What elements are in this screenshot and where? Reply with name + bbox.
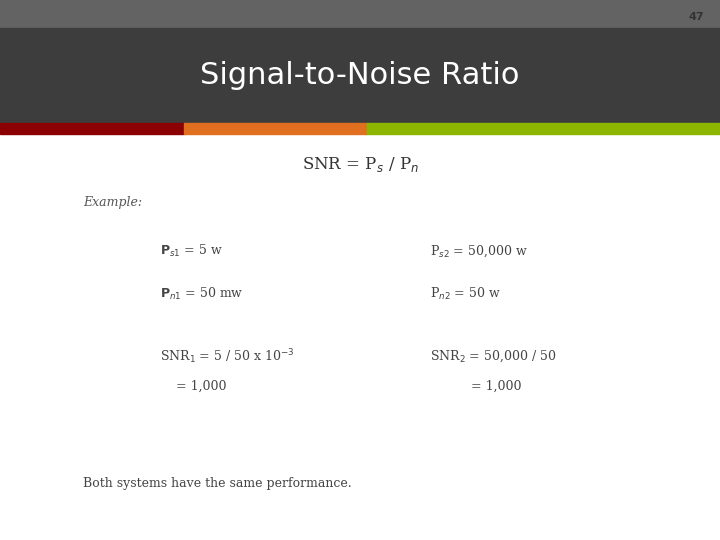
Bar [184, 123, 367, 134]
Text: SNR = P$_s$ / P$_n$: SNR = P$_s$ / P$_n$ [302, 155, 418, 174]
Bar [0, 123, 184, 134]
Text: Signal-to-Noise Ratio: Signal-to-Noise Ratio [200, 61, 520, 90]
Text: = 1,000: = 1,000 [471, 380, 521, 393]
Text: $\mathbf{P}_{s1}$ = 5 w: $\mathbf{P}_{s1}$ = 5 w [160, 243, 222, 259]
Bar [0, 0, 720, 28]
Text: Example:: Example: [83, 196, 142, 209]
Text: = 1,000: = 1,000 [176, 380, 226, 393]
Text: P$_{n2}$ = 50 w: P$_{n2}$ = 50 w [430, 286, 500, 302]
Bar [367, 123, 720, 134]
Text: $\mathbf{P}_{n1}$ = 50 mw: $\mathbf{P}_{n1}$ = 50 mw [160, 286, 243, 302]
Text: Both systems have the same performance.: Both systems have the same performance. [83, 477, 351, 490]
Text: 47: 47 [688, 12, 704, 22]
Bar [0, 28, 720, 123]
Text: P$_{s2}$ = 50,000 w: P$_{s2}$ = 50,000 w [430, 244, 528, 259]
Text: SNR$_1$ = 5 / 50 x 10$^{-3}$: SNR$_1$ = 5 / 50 x 10$^{-3}$ [160, 347, 294, 366]
Text: SNR$_2$ = 50,000 / 50: SNR$_2$ = 50,000 / 50 [430, 349, 557, 364]
